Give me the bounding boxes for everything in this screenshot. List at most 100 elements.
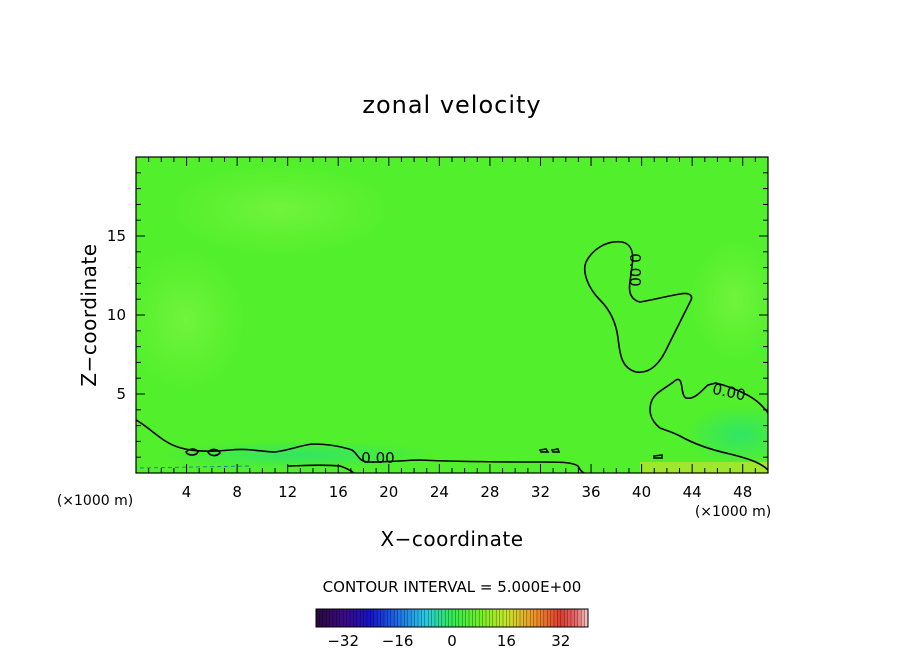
field-light-region-top: [170, 165, 390, 255]
x-tick-label: 20: [379, 483, 398, 501]
colorbar-cell: [530, 609, 535, 627]
x-unit-left: (×1000 m): [57, 493, 133, 509]
colorbar-cell: [523, 609, 528, 627]
colorbar-cell: [384, 609, 388, 627]
colorbar-cell: [380, 609, 385, 627]
colorbar-cell: [533, 609, 538, 627]
colorbar-cell: [431, 609, 436, 627]
colorbar-cell: [322, 609, 327, 627]
colorbar-cell: [503, 609, 507, 627]
colorbar-cell: [448, 609, 453, 627]
colorbar-cell: [547, 609, 552, 627]
colorbar-cell: [387, 609, 392, 627]
colorbar-cell: [343, 609, 348, 627]
field-heatmap: [136, 157, 768, 473]
colorbar-frame: [315, 608, 589, 628]
zero-contour-upper: [584, 240, 693, 373]
colorbar-cell: [489, 609, 494, 627]
colorbar-cell: [404, 609, 409, 627]
colorbar-tick-label: 0: [447, 632, 457, 650]
y-axis-label: Z−coordinate: [77, 243, 101, 386]
colorbar-cell: [418, 609, 422, 627]
colorbar-cell: [373, 609, 378, 627]
colorbar-cell: [567, 609, 572, 627]
colorbar-cell: [360, 609, 365, 627]
colorbar-cell: [445, 609, 450, 627]
y-tick-label: 15: [107, 227, 126, 245]
colorbar-cell: [350, 609, 354, 627]
negative-contour-dashed: [139, 465, 251, 469]
colorbar-cell: [465, 609, 470, 627]
colorbar-cell: [346, 609, 351, 627]
x-tick-label: 40: [632, 483, 651, 501]
colorbar-cell: [424, 609, 429, 627]
zero-contour-small-loop-4: [550, 448, 561, 453]
zero-contour-small-loop-1: [185, 448, 199, 456]
chart-title: zonal velocity: [362, 91, 541, 119]
colorbar-cell: [571, 609, 575, 627]
field-positive-strip: [640, 462, 768, 473]
y-tick-label: 5: [116, 385, 126, 403]
colorbar-cell: [496, 609, 501, 627]
colorbar-cell: [377, 609, 382, 627]
colorbar-cell: [333, 609, 337, 627]
x-tick-label: 44: [683, 483, 702, 501]
zero-contour-bottom: [136, 419, 585, 473]
x-unit-right: (×1000 m): [695, 504, 771, 520]
colorbar-cell: [540, 609, 545, 627]
colorbar-cell: [421, 609, 426, 627]
zero-contour-lower-right-tail: [659, 427, 768, 471]
colorbar-cell: [455, 609, 460, 627]
zero-contour-small-loop-2: [207, 448, 221, 457]
colorbar-cell: [550, 609, 555, 627]
colorbar-cell: [441, 609, 446, 627]
field-negative-region-right: [685, 405, 768, 465]
colorbar-tick-label: −32: [327, 632, 359, 650]
x-tick-label: 28: [480, 483, 499, 501]
colorbar-cell: [564, 609, 569, 627]
colorbar-tick-label: 32: [551, 632, 570, 650]
colorbar-cell: [560, 609, 565, 627]
colorbar-cell: [397, 609, 402, 627]
colorbar-cell: [319, 609, 324, 627]
colorbar-cell: [329, 609, 334, 627]
colorbar-cell: [435, 609, 439, 627]
colorbar-cell: [577, 609, 582, 627]
x-tick-label: 8: [232, 483, 242, 501]
colorbar-cell: [407, 609, 412, 627]
colorbar-cell: [414, 609, 419, 627]
colorbar: [315, 608, 589, 628]
colorbar-cell: [475, 609, 480, 627]
colorbar-cell: [554, 609, 558, 627]
colorbar-cell: [339, 609, 344, 627]
colorbar-cell: [438, 609, 443, 627]
colorbar-cell: [353, 609, 358, 627]
zero-contour-lower-right: [649, 378, 768, 429]
colorbar-cell: [411, 609, 416, 627]
colorbar-cell: [492, 609, 497, 627]
x-tick-label: 24: [430, 483, 449, 501]
zero-contour-small-loop-3: [538, 448, 550, 453]
colorbar-cell: [486, 609, 490, 627]
colorbar-tick-label: 16: [497, 632, 516, 650]
x-tick-label: 16: [329, 483, 348, 501]
colorbar-cell: [462, 609, 467, 627]
colorbar-cell: [479, 609, 484, 627]
colorbar-cell: [581, 609, 586, 627]
colorbar-cell: [469, 609, 473, 627]
colorbar-cell: [370, 609, 375, 627]
colorbar-cell: [537, 609, 541, 627]
colorbar-cell: [401, 609, 405, 627]
colorbar-cell: [557, 609, 562, 627]
x-tick-label: 32: [531, 483, 550, 501]
zero-contour-small-loop-5: [653, 454, 663, 459]
colorbar-cell: [390, 609, 395, 627]
colorbar-cell: [367, 609, 371, 627]
colorbar-cell: [336, 609, 341, 627]
colorbar-cell: [458, 609, 463, 627]
colorbar-cell: [428, 609, 433, 627]
colorbar-cell: [356, 609, 361, 627]
contour-label-upper: 0.00: [626, 253, 644, 286]
colorbar-cell: [499, 609, 504, 627]
